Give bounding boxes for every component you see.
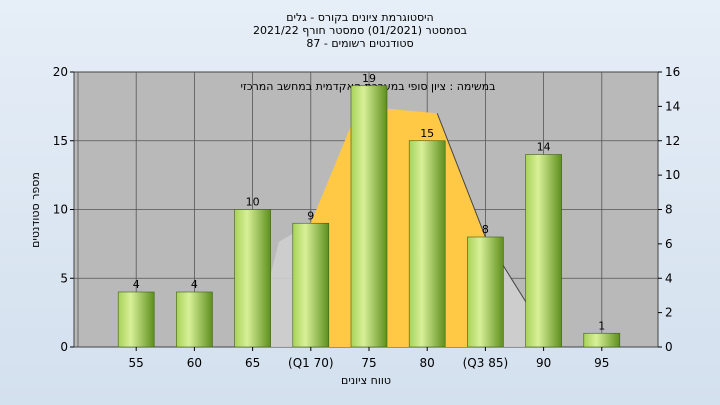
bar-value-label: 8 bbox=[482, 223, 489, 236]
y-axis-label: מספר סטודנטים bbox=[29, 172, 42, 248]
bar bbox=[583, 332, 621, 348]
bar bbox=[176, 291, 213, 348]
y-tick-label: 5 bbox=[60, 271, 68, 285]
y-tick-label: 0 bbox=[60, 340, 68, 354]
x-tick-label: 75 bbox=[361, 356, 376, 370]
bar bbox=[117, 291, 155, 348]
y-tick-label: 15 bbox=[53, 134, 68, 148]
y2-tick-label: 12 bbox=[665, 134, 680, 148]
bar bbox=[467, 236, 504, 348]
x-tick-label: 65 bbox=[245, 356, 260, 370]
y2-tick-label: 10 bbox=[665, 168, 680, 182]
bars bbox=[117, 85, 621, 348]
x-axis-label: טווח ציונים bbox=[341, 374, 391, 387]
bar bbox=[292, 222, 330, 348]
bar bbox=[408, 140, 446, 348]
x-tick-label: (Q3 85) bbox=[463, 356, 509, 370]
bar-value-label: 1 bbox=[598, 319, 605, 332]
y-tick-label: 10 bbox=[53, 203, 68, 217]
bar-value-label: 9 bbox=[307, 209, 314, 222]
y2-tick-label: 8 bbox=[665, 203, 673, 217]
chart-title: היסטוגרמת ציונים בקורס - גלים bbox=[286, 11, 434, 24]
y2-tick-label: 16 bbox=[665, 65, 680, 79]
bar-value-label: 10 bbox=[246, 196, 260, 209]
x-tick-label: 60 bbox=[187, 356, 202, 370]
bar bbox=[234, 209, 271, 348]
bar-value-label: 4 bbox=[191, 278, 198, 291]
x-tick-label: 95 bbox=[594, 356, 609, 370]
bar-value-label: 15 bbox=[420, 127, 434, 140]
bar-value-label: 4 bbox=[133, 278, 140, 291]
bar-value-label: 14 bbox=[537, 141, 551, 154]
y-tick-label: 20 bbox=[53, 65, 68, 79]
x-tick-label: 80 bbox=[420, 356, 435, 370]
x-tick-label: (Q1 70) bbox=[288, 356, 334, 370]
y2-tick-label: 0 bbox=[665, 340, 673, 354]
bar bbox=[350, 85, 388, 348]
y2-tick-label: 14 bbox=[665, 99, 680, 113]
y2-tick-label: 4 bbox=[665, 271, 673, 285]
chart-subtitle-2: סטודנטים רשומים - 87 bbox=[306, 37, 413, 50]
data-labels: 4 4 10 9 19 15 8 14 1 bbox=[133, 72, 606, 333]
bar-value-label: 19 bbox=[362, 72, 376, 85]
x-tick-label: 55 bbox=[129, 356, 144, 370]
chart-subtitle: בסמסטר (01/2021) סמסטר חורף 2021/22 bbox=[253, 24, 467, 37]
y2-tick-label: 2 bbox=[665, 306, 673, 320]
x-tick-label: 90 bbox=[536, 356, 551, 370]
bar bbox=[525, 154, 562, 348]
y2-tick-label: 6 bbox=[665, 237, 673, 251]
